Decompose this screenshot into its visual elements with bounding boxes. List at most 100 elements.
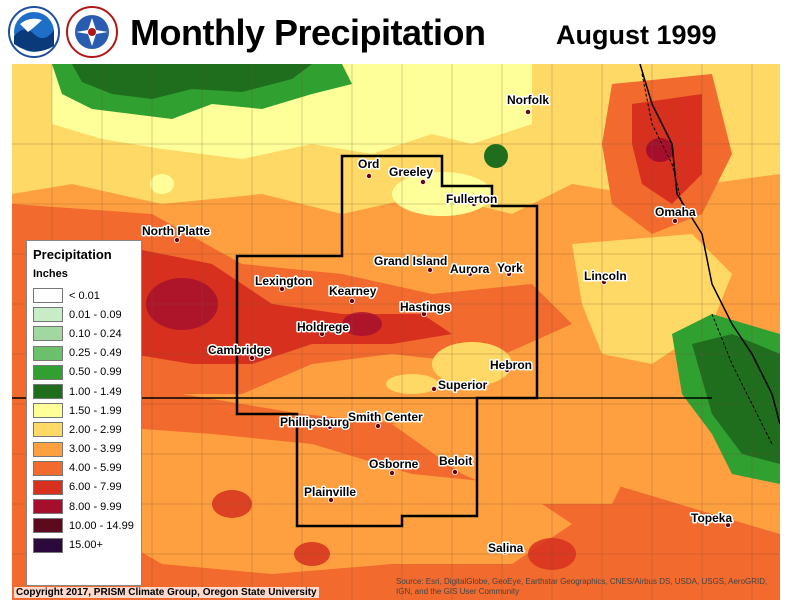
city-dot — [388, 469, 395, 476]
legend-swatch — [33, 326, 63, 342]
legend-item: 1.00 - 1.49 — [33, 382, 135, 401]
city-dot — [420, 310, 427, 317]
noaa-logo — [8, 6, 60, 58]
city-marker: Greeley — [388, 164, 435, 186]
legend: Precipitation Inches < 0.01 0.01 - 0.09 0.… — [26, 240, 142, 586]
legend-title: Precipitation — [33, 247, 112, 262]
city-marker: Plainville — [303, 484, 358, 503]
city-dot — [672, 217, 679, 224]
legend-item: 0.10 - 0.24 — [33, 324, 135, 343]
city-marker: Topeka — [690, 510, 734, 528]
legend-item: 4.00 - 5.99 — [33, 459, 135, 478]
city-dot — [318, 330, 325, 337]
legend-item: 0.01 - 0.09 — [33, 305, 135, 324]
city-marker: Osborne — [368, 456, 420, 476]
city-marker: Holdrege — [296, 319, 351, 337]
legend-swatch — [33, 518, 63, 534]
legend-label: 3.00 - 3.99 — [69, 443, 122, 456]
city-marker: North Platte — [141, 223, 212, 243]
city-marker: Lexington — [254, 273, 314, 292]
city-dot — [278, 285, 285, 292]
legend-label: 10.00 - 14.99 — [69, 519, 134, 532]
city-dot — [525, 109, 532, 116]
city-markers: Norfolk Ord Greeley Fullerton Omaha North Pla… — [141, 92, 734, 557]
legend-swatch — [33, 537, 63, 553]
header: Monthly Precipitation August 1999 — [0, 0, 792, 64]
legend-label: 6.00 - 7.99 — [69, 481, 122, 494]
legend-swatch — [33, 460, 63, 476]
city-label: Topeka — [691, 511, 732, 525]
legend-item: 6.00 - 7.99 — [33, 478, 135, 497]
city-marker: Aurora — [449, 261, 492, 278]
city-marker: Norfolk — [506, 92, 551, 116]
bottom-strip — [0, 600, 792, 612]
legend-label: 8.00 - 9.99 — [69, 500, 122, 513]
city-dot — [470, 200, 477, 207]
legend-label: 2.00 - 2.99 — [69, 423, 122, 436]
city-label: Osborne — [369, 457, 419, 471]
legend-item: 0.50 - 0.99 — [33, 363, 135, 382]
copyright: Copyright 2017, PRISM Climate Group, Ore… — [14, 587, 319, 598]
city-dot — [374, 422, 381, 429]
city-marker: Hebron — [489, 357, 534, 374]
city-dot — [426, 266, 433, 273]
city-dot — [466, 270, 473, 277]
city-label: Hastings — [400, 300, 451, 314]
city-label: Holdrege — [297, 320, 349, 334]
map-date: August 1999 — [556, 20, 717, 50]
city-label: Kearney — [329, 284, 377, 298]
city-label: Cambridge — [208, 343, 271, 357]
city-dot — [430, 385, 437, 392]
city-dot — [365, 173, 372, 180]
region-outline — [235, 154, 539, 528]
city-label: Salina — [488, 541, 524, 555]
city-marker: Lincoln — [583, 268, 628, 285]
rivers — [641, 73, 773, 445]
legend-units: Inches — [33, 268, 68, 280]
city-label: Lincoln — [584, 269, 627, 283]
legend-label: 15.00+ — [69, 539, 103, 552]
legend-swatch — [33, 364, 63, 380]
nws-logo — [66, 6, 118, 58]
city-dot — [419, 179, 426, 186]
city-dot — [503, 366, 510, 373]
map-title: Monthly Precipitation — [130, 12, 486, 53]
city-marker: Salina — [487, 540, 526, 557]
legend-label: 0.01 - 0.09 — [69, 308, 122, 321]
city-dot — [326, 423, 333, 430]
city-dot — [173, 236, 180, 243]
city-label: Plainville — [304, 485, 356, 499]
legend-label: 1.00 - 1.49 — [69, 385, 122, 398]
city-label: North Platte — [142, 224, 210, 238]
legend-swatch — [33, 422, 63, 438]
city-dot — [451, 468, 458, 475]
city-dot — [348, 297, 355, 304]
city-marker: Smith Center — [347, 409, 425, 429]
city-label: York — [497, 261, 523, 275]
city-dot — [725, 521, 732, 528]
city-dot — [501, 548, 508, 555]
city-label: Grand Island — [374, 254, 447, 268]
legend-label: 4.00 - 5.99 — [69, 462, 122, 475]
legend-label: < 0.01 — [69, 289, 100, 302]
city-marker: Phillipsburg — [279, 414, 351, 431]
legend-label: 1.50 - 1.99 — [69, 404, 122, 417]
city-marker: Superior — [430, 377, 489, 394]
city-label: Aurora — [450, 262, 490, 276]
legend-item: 15.00+ — [33, 535, 135, 554]
city-marker: Kearney — [328, 283, 378, 304]
city-dot — [505, 270, 512, 277]
city-label: Ord — [358, 157, 379, 171]
legend-label: 0.25 - 0.49 — [69, 347, 122, 360]
city-label: Beloit — [439, 454, 472, 468]
city-marker: Grand Island — [373, 253, 449, 273]
legend-label: 0.10 - 0.24 — [69, 327, 122, 340]
city-marker: Beloit — [438, 453, 474, 475]
legend-item: 1.50 - 1.99 — [33, 401, 135, 420]
legend-swatch — [33, 499, 63, 515]
source-attribution: Source: Esri, DigitalGlobe, GeoEye, Eart… — [396, 577, 768, 596]
city-label: Greeley — [389, 165, 433, 179]
city-dot — [248, 354, 255, 361]
legend-swatch — [33, 288, 63, 304]
city-dot — [327, 496, 334, 503]
